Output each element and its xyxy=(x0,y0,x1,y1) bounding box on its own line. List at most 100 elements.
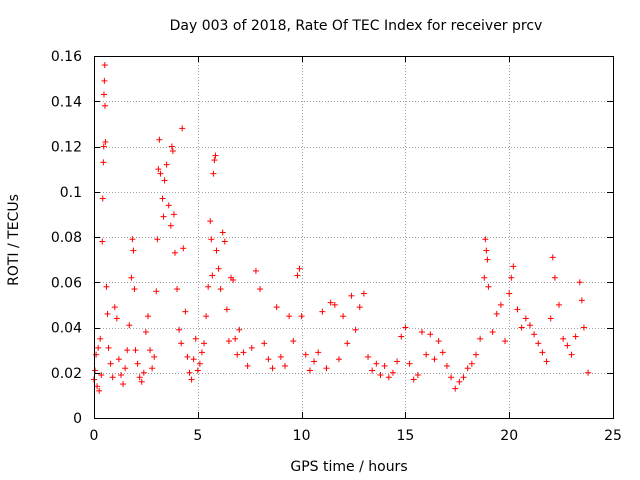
data-point xyxy=(190,356,197,363)
data-point xyxy=(198,349,205,356)
data-point xyxy=(163,161,170,168)
data-point xyxy=(210,170,217,177)
x-tick-label: 20 xyxy=(500,428,518,444)
data-point xyxy=(232,335,239,342)
data-point xyxy=(230,276,237,283)
data-point xyxy=(427,331,434,338)
data-point xyxy=(286,313,293,320)
data-point xyxy=(252,267,259,274)
data-point xyxy=(468,360,475,367)
x-tick-label: 25 xyxy=(604,428,622,444)
data-point xyxy=(170,211,177,218)
data-point xyxy=(244,362,251,369)
data-point xyxy=(543,358,550,365)
data-point xyxy=(176,326,183,333)
data-point xyxy=(273,304,280,311)
data-point xyxy=(502,338,509,345)
data-point xyxy=(290,338,297,345)
data-point xyxy=(240,349,247,356)
y-tick-label: 0 xyxy=(73,411,82,427)
data-point xyxy=(377,372,384,379)
data-point xyxy=(113,315,120,322)
data-point xyxy=(138,378,145,385)
y-tick-label: 0.12 xyxy=(51,140,82,156)
data-point xyxy=(95,344,102,351)
data-point xyxy=(564,342,571,349)
data-point xyxy=(281,362,288,369)
data-point xyxy=(482,236,489,243)
data-point xyxy=(419,329,426,336)
data-point xyxy=(178,340,185,347)
data-point xyxy=(105,344,112,351)
data-point xyxy=(188,376,195,383)
data-point xyxy=(369,367,376,374)
data-point xyxy=(319,308,326,315)
data-point xyxy=(551,274,558,281)
data-point xyxy=(423,351,430,358)
data-point xyxy=(265,356,272,363)
data-point xyxy=(261,340,268,347)
y-tick-label: 0.16 xyxy=(51,49,82,65)
data-point xyxy=(221,238,228,245)
data-point xyxy=(223,306,230,313)
data-point xyxy=(576,279,583,286)
data-point xyxy=(136,374,143,381)
data-point xyxy=(111,304,118,311)
data-point xyxy=(102,138,109,145)
data-point xyxy=(431,356,438,363)
data-point xyxy=(159,195,166,202)
data-point xyxy=(360,290,367,297)
data-point xyxy=(572,333,579,340)
data-point xyxy=(506,290,513,297)
data-point xyxy=(134,360,141,367)
data-point xyxy=(167,222,174,229)
data-point xyxy=(213,247,220,254)
data-point xyxy=(205,283,212,290)
data-point xyxy=(344,340,351,347)
data-point xyxy=(128,274,135,281)
data-point xyxy=(99,238,106,245)
data-point xyxy=(414,372,421,379)
data-point xyxy=(94,383,101,390)
data-point xyxy=(549,254,556,261)
data-point xyxy=(126,322,133,329)
data-point xyxy=(184,353,191,360)
data-point xyxy=(207,218,214,225)
data-point xyxy=(129,236,136,243)
data-point xyxy=(212,152,219,159)
x-tick-label: 5 xyxy=(193,428,202,444)
data-point xyxy=(96,387,103,394)
data-point xyxy=(518,324,525,331)
data-point xyxy=(117,372,124,379)
data-point xyxy=(481,274,488,281)
data-point xyxy=(257,286,264,293)
data-point xyxy=(296,265,303,272)
data-point xyxy=(452,385,459,392)
data-point xyxy=(585,369,592,376)
data-point xyxy=(101,77,108,84)
data-point xyxy=(100,91,107,98)
data-point xyxy=(180,245,187,252)
data-point xyxy=(327,299,334,306)
data-point xyxy=(539,349,546,356)
data-point xyxy=(182,308,189,315)
data-point xyxy=(149,365,156,372)
data-point xyxy=(140,369,147,376)
data-point xyxy=(477,335,484,342)
data-point xyxy=(306,367,313,374)
data-point xyxy=(192,335,199,342)
data-point xyxy=(556,301,563,308)
data-point xyxy=(472,351,479,358)
data-point xyxy=(100,143,107,150)
data-point xyxy=(211,157,218,164)
data-point xyxy=(298,313,305,320)
data-point xyxy=(443,362,450,369)
data-point xyxy=(92,367,99,374)
data-point xyxy=(201,340,208,347)
data-point xyxy=(547,315,554,322)
data-point xyxy=(497,301,504,308)
data-point xyxy=(493,310,500,317)
data-point xyxy=(196,360,203,367)
